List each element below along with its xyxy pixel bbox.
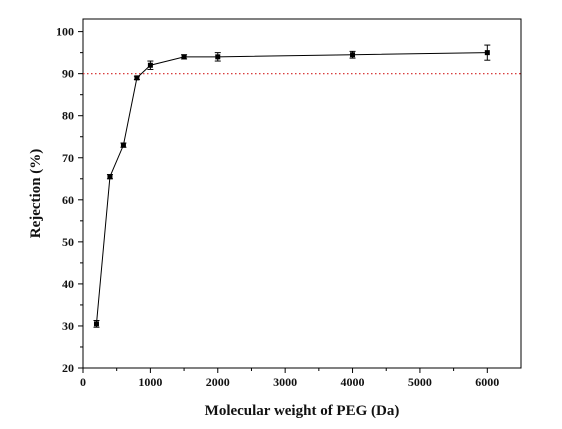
data-point: [147, 62, 153, 68]
data-point: [350, 52, 356, 58]
series-line: [95, 52, 488, 324]
x-axis-title: Molecular weight of PEG (Da): [205, 403, 400, 419]
y-tick-label: 80: [62, 109, 74, 123]
plot-frame: [82, 18, 522, 369]
data-point: [215, 54, 221, 60]
y-tick-label: 50: [62, 235, 74, 249]
y-tick-label: 40: [62, 277, 74, 291]
y-tick-label: 60: [62, 193, 74, 207]
x-tick-label: 2000: [206, 375, 230, 389]
y-tick-label: 100: [56, 25, 74, 39]
x-tick-label: 6000: [475, 375, 499, 389]
y-axis: 20 30 40 50 60 70 80 90 100: [56, 25, 83, 375]
data-point: [93, 321, 99, 327]
y-tick-label: 30: [62, 319, 74, 333]
x-axis: 0 1000 2000 3000 4000 5000 6000: [80, 368, 499, 389]
data-point: [181, 54, 187, 60]
x-tick-label: 0: [80, 375, 86, 389]
data-point: [134, 75, 140, 81]
y-tick-label: 70: [62, 151, 74, 165]
x-tick-label: 1000: [138, 375, 162, 389]
data-point: [484, 50, 490, 56]
data-point: [107, 174, 113, 180]
y-axis-title: Rejection (%): [28, 149, 44, 239]
y-tick-label: 20: [62, 361, 74, 375]
data-point: [120, 142, 126, 148]
x-tick-label: 5000: [408, 375, 432, 389]
x-tick-label: 3000: [273, 375, 297, 389]
y-tick-label: 90: [62, 67, 74, 81]
x-tick-label: 4000: [341, 375, 365, 389]
series-layer: [93, 44, 491, 328]
